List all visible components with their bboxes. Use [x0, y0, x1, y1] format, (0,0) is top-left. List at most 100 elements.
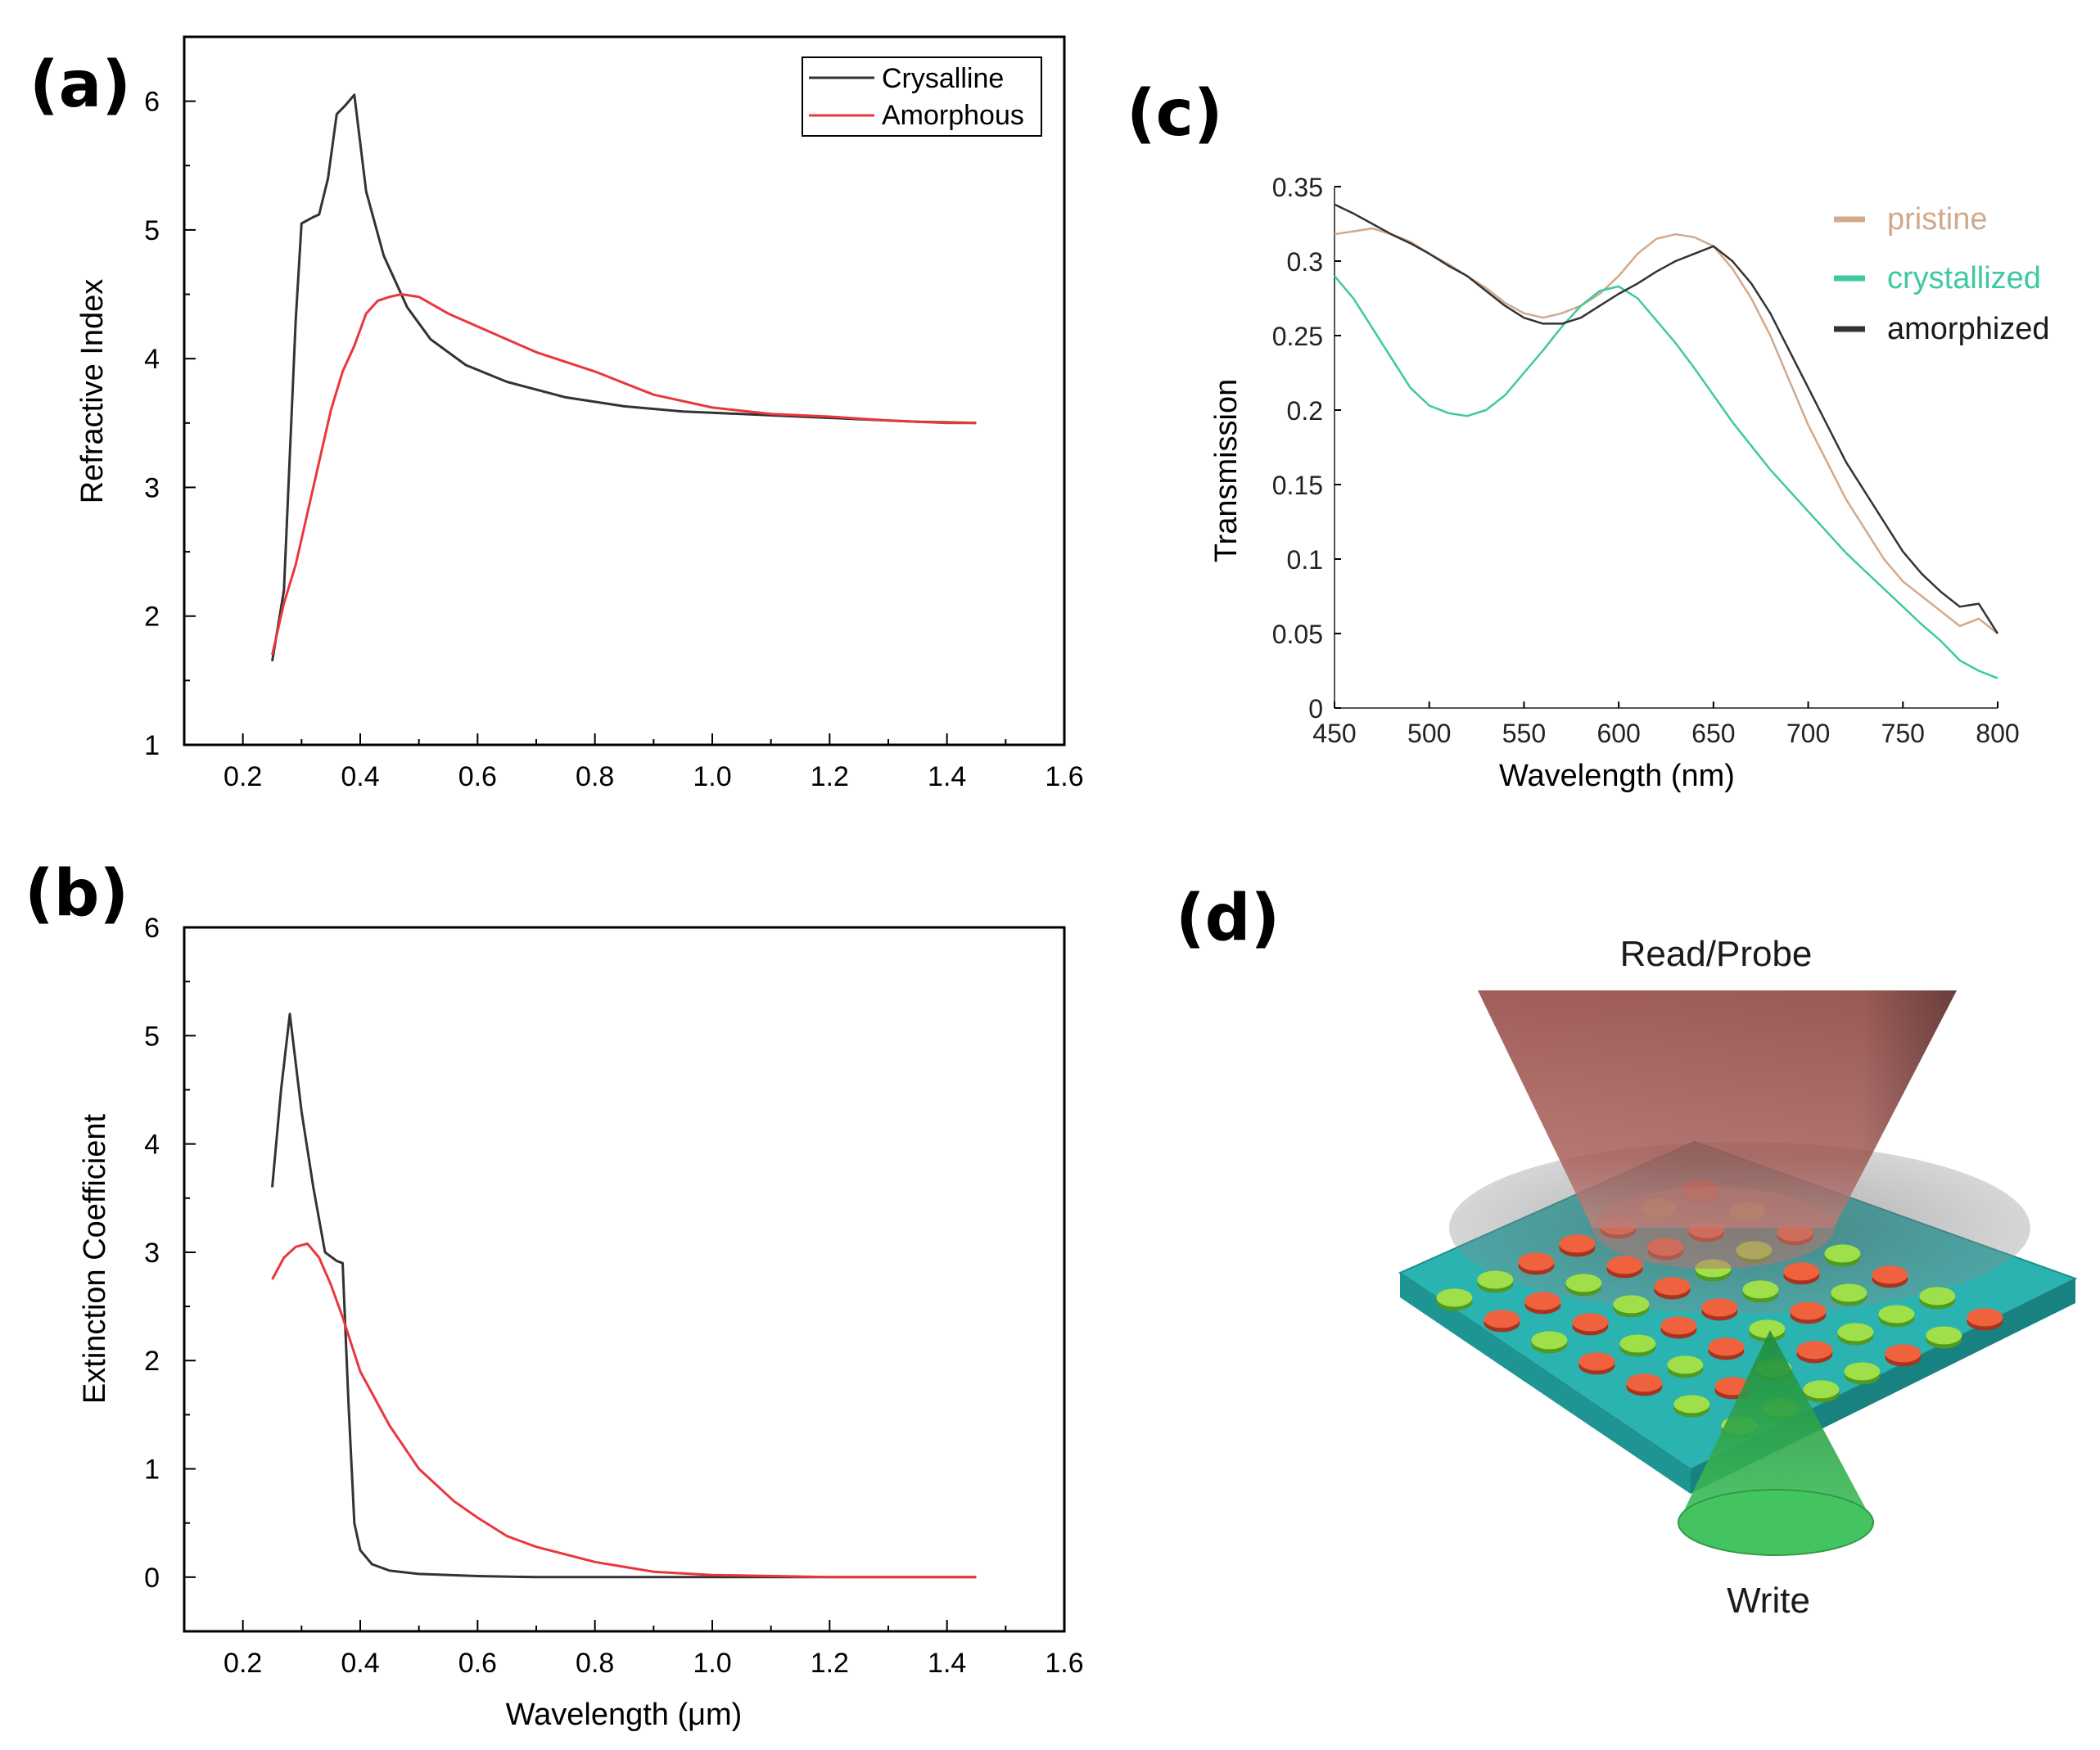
x-tick-label: 1.2	[811, 1648, 849, 1679]
chart-c-ylabel: Transmission	[1209, 379, 1244, 563]
pixel-crystalline	[1518, 1252, 1555, 1271]
pixel-amorphous	[1673, 1395, 1710, 1414]
x-tick-label: 1.6	[1045, 1648, 1083, 1679]
legend-label-pristine: pristine	[1887, 202, 1988, 237]
y-tick-label: 6	[144, 87, 160, 118]
legend-label-amorphized: amorphized	[1887, 312, 2050, 346]
y-tick-label: 0.25	[1272, 322, 1323, 351]
x-tick-label: 0.2	[224, 1648, 262, 1679]
chart-c-transmission: 450 500 550 600 650 700 750 800 0 0.05 0.1 0.15 0.2 0…	[1209, 173, 2050, 793]
series-line-crysalline	[271, 93, 977, 662]
read-probe-label: Read/Probe	[1620, 934, 1813, 974]
chart-a-ylabel: Refractive Index	[75, 279, 110, 504]
legend-label-amorphous: Amorphous	[882, 100, 1024, 131]
pixel-crystalline	[1783, 1262, 1820, 1281]
chart-a-refractive-index: 0.2 0.4 0.6 0.8 1.0 1.2 1.4 1.6 1 2 3 4 5 6 Refractiv…	[75, 35, 1084, 792]
x-tick-label: 550	[1502, 719, 1546, 748]
pixel-crystalline	[1626, 1373, 1663, 1392]
chart-b-frame	[183, 926, 1066, 1633]
x-tick-label: 0.4	[341, 761, 379, 792]
pixel-amorphous	[1613, 1295, 1650, 1314]
chart-a-legend-box	[802, 56, 1042, 137]
x-tick-label: 800	[1976, 719, 2019, 748]
y-tick-label: 1	[144, 1455, 160, 1486]
series-line-amorphous	[271, 1242, 977, 1579]
x-tick-label: 1.2	[811, 761, 849, 792]
y-tick-label: 6	[144, 913, 160, 944]
pixel-amorphous	[1824, 1244, 1861, 1263]
pixel-crystalline	[1654, 1277, 1691, 1296]
pixel-crystalline	[1790, 1301, 1827, 1320]
pixel-amorphous	[1531, 1331, 1568, 1350]
y-tick-label: 0	[144, 1563, 160, 1594]
pixel-amorphous	[1878, 1305, 1915, 1324]
y-tick-label: 3	[144, 1238, 160, 1269]
pixel-crystalline	[1967, 1308, 2003, 1327]
read-beam-shading	[1478, 990, 1957, 1228]
y-tick-label: 2	[144, 1346, 160, 1377]
pixel-amorphous	[1619, 1334, 1656, 1353]
y-tick-label: 4	[144, 1130, 160, 1161]
chart-b-extinction-coefficient: 0.2 0.4 0.6 0.8 1.0 1.2 1.4 1.6 0 1 2 3 4 5 6 Extincti…	[78, 913, 1084, 1732]
series-line-amorphized	[1334, 203, 1999, 634]
y-tick-label: 2	[144, 602, 160, 633]
y-tick-label: 0.3	[1287, 247, 1323, 277]
x-tick-label: 1.6	[1045, 761, 1083, 792]
series-line-crystallized	[1334, 275, 1998, 679]
x-tick-label: 0.6	[458, 1648, 497, 1679]
series-line-pristine	[1334, 227, 1998, 634]
y-tick-label: 3	[144, 472, 160, 503]
x-tick-label: 650	[1691, 719, 1735, 748]
pixel-amorphous	[1477, 1270, 1514, 1289]
chart-b-xlabel: Wavelength (μm)	[506, 1698, 743, 1732]
y-tick-label: 0.35	[1272, 173, 1323, 202]
pixel-amorphous	[1926, 1326, 1962, 1345]
y-tick-label: 0.1	[1287, 545, 1323, 575]
y-tick-label: 0	[1308, 694, 1323, 724]
y-tick-label: 5	[144, 1021, 160, 1052]
read-beam-spot	[1592, 1187, 1835, 1269]
legend-label-crystallized: crystallized	[1887, 261, 2041, 295]
y-tick-label: 0.05	[1272, 620, 1323, 649]
write-beam-cone	[1678, 1330, 1873, 1522]
panel-label-b: (b)	[25, 857, 129, 931]
pixel-amorphous	[1436, 1288, 1473, 1307]
pixel-amorphous	[1844, 1362, 1881, 1381]
pixel-amorphous	[1749, 1319, 1786, 1338]
chart-c-xlabel: Wavelength (nm)	[1499, 759, 1735, 793]
panel-label-c: (c)	[1127, 77, 1223, 151]
y-tick-label: 1	[144, 730, 160, 761]
x-tick-label: 0.4	[341, 1648, 379, 1679]
pixel-crystalline	[1660, 1316, 1697, 1335]
series-line-amorphous	[271, 293, 977, 656]
y-tick-label: 5	[144, 215, 160, 246]
pixel-amorphous	[1919, 1287, 1956, 1306]
write-label: Write	[1727, 1581, 1810, 1621]
pixel-amorphous	[1742, 1280, 1779, 1299]
y-tick-label: 0.2	[1287, 396, 1323, 426]
pixel-amorphous	[1565, 1274, 1602, 1292]
pixel-amorphous	[1803, 1380, 1840, 1399]
pixel-crystalline	[1559, 1234, 1596, 1253]
x-tick-label: 0.8	[576, 1648, 614, 1679]
pixel-crystalline	[1484, 1310, 1520, 1328]
panel-label-a: (a)	[29, 48, 131, 122]
chart-a-frame	[183, 35, 1066, 746]
x-tick-label: 1.4	[928, 1648, 966, 1679]
diagram-d-read-write: Read/Probe Write	[1398, 934, 2078, 1621]
pixel-amorphous	[1837, 1323, 1874, 1342]
pixel-crystalline	[1524, 1292, 1561, 1310]
y-tick-label: 4	[144, 344, 160, 375]
pixel-crystalline	[1796, 1341, 1833, 1360]
x-tick-label: 1.0	[693, 1648, 731, 1679]
series-line-crysalline	[271, 1013, 977, 1579]
chart-c-legend: pristine crystallized amorphized	[1834, 202, 2050, 346]
x-tick-label: 450	[1312, 719, 1356, 748]
x-tick-label: 0.8	[576, 761, 614, 792]
x-tick-label: 750	[1881, 719, 1925, 748]
chart-b-ylabel: Extinction Coefficient	[78, 1113, 112, 1404]
substrate-front-left	[1400, 1273, 1691, 1494]
x-tick-label: 600	[1596, 719, 1640, 748]
pixel-crystalline	[1701, 1298, 1738, 1317]
y-tick-label: 0.15	[1272, 471, 1323, 500]
